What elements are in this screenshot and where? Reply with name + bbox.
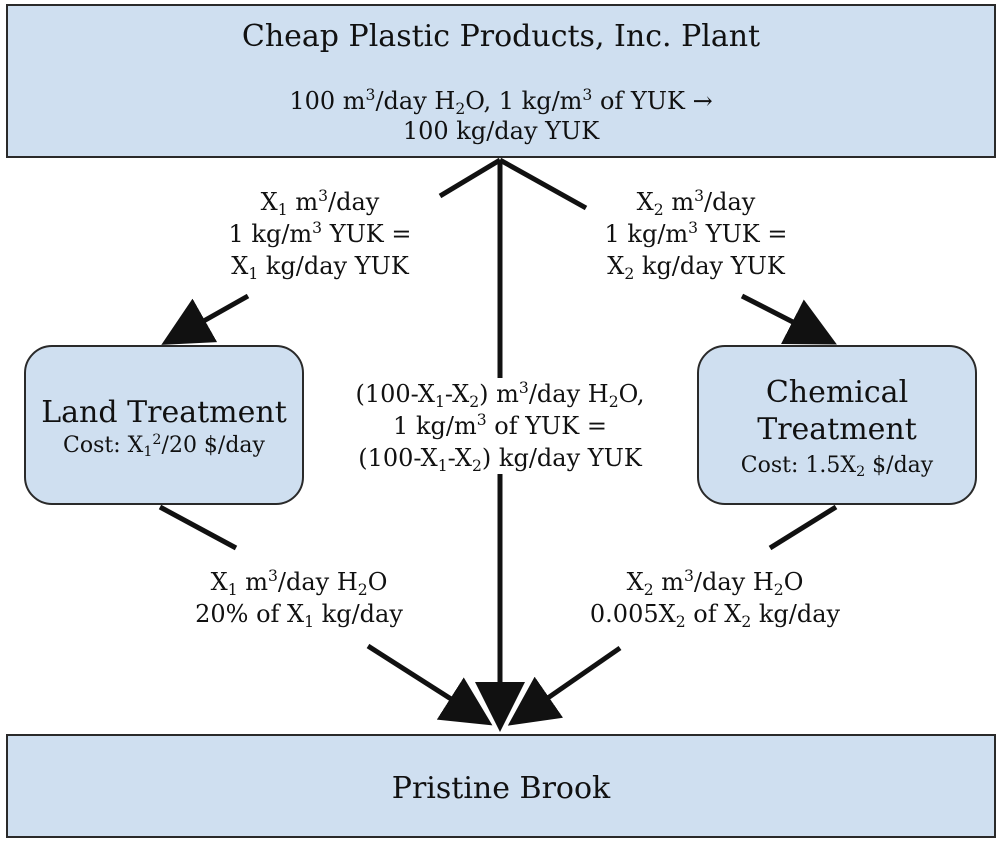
flow-label-middle-line1: (100-X1-X2) m3/day H2O, [355, 379, 645, 411]
plant-flow-line1: 100 m3/day H2O, 1 kg/m3 of YUK → [289, 86, 713, 118]
land-treatment-cost: Cost: X12/20 $/day [63, 432, 265, 461]
flow-label-chemical-to-brook-line2: 0.005X2 of X2 kg/day [589, 600, 841, 631]
flow-label-to-chemical-line3: X2 kg/day YUK [607, 252, 785, 283]
flow-label-to-land-line1: X1 m3/day [260, 187, 380, 219]
flow-label-chemical-to-brook-line1: X2 m3/day H2O [626, 567, 804, 599]
flow-label-land-to-brook-line2: 20% of X1 kg/day [195, 600, 403, 631]
flow-label-to-land-line2: 1 kg/m3 YUK = [228, 219, 412, 248]
flow-arrow-to-land [161, 293, 250, 345]
land-treatment-box [24, 345, 304, 505]
flow-label-to-chemical: X2 m3/day 1 kg/m3 YUK = X2 kg/day YUK [566, 186, 826, 282]
flow-label-to-chemical-line1: X2 m3/day [636, 187, 756, 219]
flow-label-to-chemical-line2: 1 kg/m3 YUK = [604, 219, 788, 248]
flow-arrow-to-chemical [740, 293, 837, 345]
chemical-treatment-cost: Cost: 1.5X2 $/day [740, 453, 934, 481]
flow-line-plant-to-chemical-upper [498, 157, 588, 211]
chemical-treatment-title-line2: Treatment [757, 412, 917, 447]
flow-label-middle-line3: (100-X1-X2) kg/day YUK [358, 444, 642, 475]
flow-label-middle-line2: 1 kg/m3 of YUK = [393, 411, 607, 440]
flow-label-chemical-to-brook: X2 m3/day H2O 0.005X2 of X2 kg/day [570, 566, 860, 630]
chemical-treatment-box [697, 345, 977, 505]
flow-label-land-to-brook-line1: X1 m3/day H2O [210, 567, 388, 599]
flow-line-plant-to-land-upper [438, 157, 502, 199]
flow-line-chemical-out-upper [768, 504, 838, 551]
brook-title: Pristine Brook [391, 771, 611, 806]
flow-label-to-land-line3: X1 kg/day YUK [231, 252, 409, 283]
flow-label-land-to-brook: X1 m3/day H2O 20% of X1 kg/day [164, 566, 434, 630]
flow-arrow-chemical-to-brook [507, 645, 622, 726]
plant-flow-line2: 100 kg/day YUK [402, 117, 600, 145]
flow-label-to-land: X1 m3/day 1 kg/m3 YUK = X1 kg/day YUK [190, 186, 450, 282]
flow-label-middle: (100-X1-X2) m3/day H2O, 1 kg/m3 of YUK =… [330, 378, 670, 474]
brook-box [6, 734, 996, 838]
flow-line-land-out-upper [158, 504, 238, 551]
chemical-treatment-title-line1: Chemical [765, 375, 909, 410]
plant-title: Cheap Plastic Products, Inc. Plant [241, 19, 761, 54]
plant-box [6, 4, 996, 158]
flow-arrow-land-to-brook [366, 643, 493, 726]
land-treatment-title: Land Treatment [41, 395, 287, 430]
